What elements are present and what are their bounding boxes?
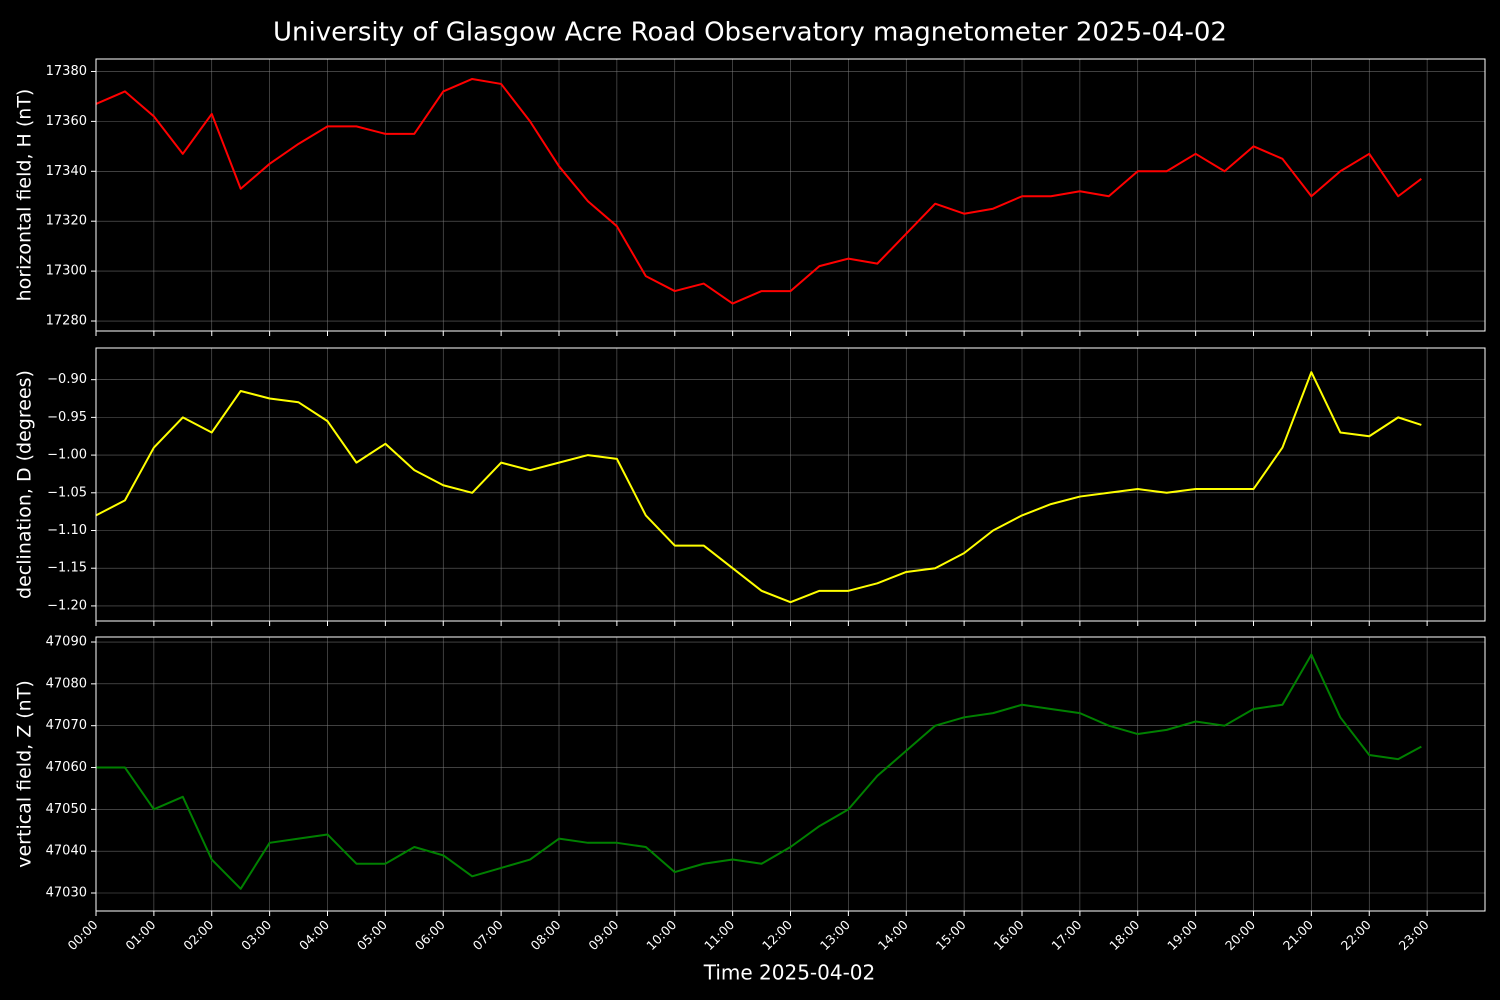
y-axis-label: vertical field, Z (nT)	[14, 680, 36, 868]
y-axis-label: declination, D (degrees)	[14, 370, 36, 599]
data-line	[95, 371, 1422, 604]
y-tick-label: −0.90	[47, 372, 87, 387]
y-tick-label: 17360	[46, 114, 87, 129]
axes-frame	[95, 636, 1486, 912]
y-tick-label: 47050	[46, 802, 87, 817]
y-tick-label: 17340	[46, 164, 87, 179]
y-tick-label: 47080	[46, 676, 87, 691]
y-tick-label: 47090	[46, 635, 87, 650]
y-tick-label: 47070	[46, 718, 87, 733]
y-axis-label: horizontal field, H (nT)	[14, 89, 36, 302]
y-tick-label: 17380	[46, 64, 87, 79]
y-tick-label: 47060	[46, 760, 87, 775]
y-tick-label: −1.00	[47, 448, 87, 463]
x-axis-label: Time 2025-04-02	[703, 961, 876, 985]
y-tick-label: 17320	[46, 214, 87, 229]
chart-title: University of Glasgow Acre Road Observat…	[273, 18, 1227, 48]
y-tick-label: −1.10	[47, 523, 87, 538]
y-tick-label: 47030	[46, 886, 87, 901]
data-line	[96, 653, 1422, 890]
axes-frame	[95, 347, 1486, 622]
axes-frame	[95, 58, 1486, 332]
y-tick-label: 17300	[46, 264, 87, 279]
y-tick-label: 17280	[46, 314, 87, 329]
y-tick-label: −1.15	[47, 561, 87, 576]
y-tick-label: −1.20	[47, 598, 87, 613]
y-tick-label: 47040	[46, 844, 87, 859]
y-tick-label: −0.95	[47, 410, 87, 425]
y-tick-label: −1.05	[47, 485, 87, 500]
data-line	[95, 77, 1422, 305]
